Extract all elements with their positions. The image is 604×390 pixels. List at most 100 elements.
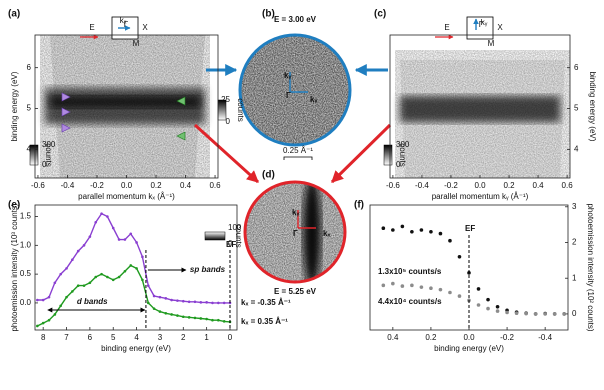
data-point: [88, 281, 92, 285]
y-tick-label: 4: [574, 145, 579, 154]
y-tick-label: 2: [572, 238, 577, 247]
panel-label: (b): [262, 9, 275, 20]
data-point: [391, 281, 395, 286]
data-point: [152, 294, 156, 298]
y-tick-label: 3: [572, 202, 577, 211]
axis-glyph: Γ: [293, 229, 298, 238]
data-point: [111, 278, 115, 282]
panel-label: (f): [354, 200, 364, 211]
x-tick-label: 6: [88, 333, 93, 342]
data-point: [476, 287, 481, 291]
annotation: 4.4x10⁴ counts/s: [378, 297, 442, 306]
y-tick-label: 5: [27, 104, 32, 113]
data-point: [193, 300, 197, 304]
data-point: [429, 229, 433, 234]
annotation: sp bands: [190, 265, 226, 274]
colorbar-label: counts: [234, 224, 243, 248]
data-point: [552, 312, 557, 316]
annotation: d bands: [77, 297, 108, 306]
x-tick-label: 0.6: [562, 181, 574, 190]
data-point: [129, 232, 133, 236]
data-point: [100, 212, 103, 215]
data-point: [135, 267, 138, 270]
x-tick-label: -0.6: [31, 181, 45, 190]
data-point: [181, 299, 185, 303]
data-point: [429, 286, 433, 291]
data-point: [217, 301, 220, 305]
data-point: [222, 320, 226, 323]
data-point: [88, 235, 92, 238]
y-tick-label: 6: [27, 63, 32, 72]
x-tick-label: -0.4: [415, 181, 429, 190]
colorbar-tick: 0: [228, 239, 233, 248]
data-point: [199, 301, 203, 304]
data-point: [205, 301, 208, 304]
x-tick-label: -0.6: [386, 181, 400, 190]
data-point: [533, 312, 538, 316]
series-line: [36, 264, 231, 327]
data-point: [158, 310, 162, 313]
y-axis-label: photoemission intensity (10³ counts): [10, 203, 19, 331]
colorbar-label: counts: [398, 143, 407, 167]
data-point: [562, 312, 566, 316]
x-tick-label: 8: [41, 333, 46, 342]
colorbar-tick: 0: [42, 160, 47, 169]
data-point: [457, 254, 462, 259]
colorbar-tick: 100: [228, 223, 242, 232]
data-point: [36, 298, 39, 302]
x-tick-label: 0.4: [387, 333, 399, 342]
panel-label: (e): [8, 200, 20, 211]
colorbar: [204, 231, 226, 241]
x-axis-label: parallel momentum kₓ (Å⁻¹): [78, 192, 175, 201]
data-point: [123, 238, 127, 241]
data-point: [211, 301, 214, 305]
data-point: [400, 224, 405, 229]
colorbar-tick: 25: [221, 95, 230, 104]
axis-glyph: kᵧ: [292, 208, 299, 217]
connector: [193, 123, 260, 184]
data-point: [164, 311, 168, 315]
data-point: [152, 307, 156, 310]
data-point: [53, 281, 57, 285]
data-point: [176, 299, 179, 302]
data-point: [505, 310, 509, 315]
y-axis-label: photoemission intensity (10² counts): [586, 203, 595, 331]
inset-label: X: [142, 23, 148, 32]
x-axis-label: binding energy (eV): [434, 344, 504, 353]
data-point: [146, 284, 150, 287]
data-point: [486, 297, 490, 302]
panel-label: (a): [8, 9, 20, 20]
data-point: [41, 321, 45, 325]
colorbar-tick: 0: [396, 160, 401, 169]
y-axis-label: binding energy (eV): [10, 71, 19, 141]
data-point: [187, 316, 191, 319]
data-point: [94, 275, 98, 279]
y-tick-label: 1.0: [20, 240, 32, 249]
series-label: kₓ = -0.35 Å⁻¹: [241, 298, 291, 307]
data-point: [381, 226, 386, 231]
data-point: [438, 287, 443, 292]
data-point: [76, 284, 80, 287]
data-point: [53, 313, 57, 316]
data-point: [59, 272, 62, 276]
axis-glyph: kₓ: [310, 95, 317, 104]
data-point: [36, 324, 39, 328]
data-point: [117, 275, 121, 279]
data-point: [205, 317, 208, 321]
y-tick-label: 4: [27, 145, 32, 154]
data-point: [199, 317, 203, 320]
x-tick-label: 5: [111, 333, 116, 342]
y-tick-label: 6: [574, 63, 579, 72]
data-point: [486, 306, 490, 311]
colorbar-tick: 300: [42, 140, 56, 149]
x-tick-label: 1: [204, 333, 209, 342]
data-point: [111, 226, 115, 230]
colorbar-tick: 300: [396, 140, 410, 149]
data-point: [47, 318, 51, 322]
x-tick-label: 4: [134, 333, 139, 342]
data-point: [543, 312, 547, 316]
x-tick-label: 0.2: [425, 333, 437, 342]
scale-label: 0.25 Å⁻¹: [283, 146, 313, 155]
x-tick-label: 2: [181, 333, 186, 342]
axis-glyph: kᵧ: [284, 71, 291, 80]
